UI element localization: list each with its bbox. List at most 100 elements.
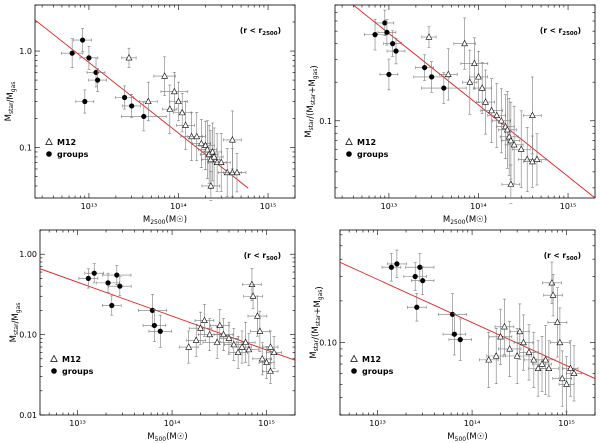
y-tick-label: 0.10 <box>19 331 37 340</box>
m12-point <box>475 73 482 80</box>
legend-circle-icon <box>51 368 57 374</box>
groups-point <box>414 304 420 310</box>
m12-point <box>507 136 515 144</box>
y-axis-label: Mstar/Mgas <box>9 303 22 343</box>
radius-annotation: (r < r500) <box>544 251 581 262</box>
m12-point <box>144 97 152 105</box>
m12-point <box>517 145 525 152</box>
groups-point <box>157 328 163 334</box>
m12-point <box>217 158 225 166</box>
m12-point <box>530 356 538 363</box>
m12-point <box>506 345 514 352</box>
groups-point <box>394 261 400 267</box>
m12-point <box>533 155 541 162</box>
x-tick-label: 10¹⁵ <box>260 202 277 211</box>
groups-point <box>386 71 392 78</box>
m12-point <box>249 292 257 299</box>
groups-point <box>117 283 123 289</box>
m12-point <box>213 158 221 166</box>
axis-label: M500(M☉) <box>447 432 487 443</box>
m12-point <box>263 358 270 366</box>
m12-point <box>258 354 266 362</box>
m12-point <box>207 182 215 189</box>
groups-point <box>85 275 91 282</box>
x-tick-label: 10¹⁴ <box>464 419 481 428</box>
x-tick-label: 10¹³ <box>81 202 98 211</box>
fit-line <box>340 261 595 379</box>
groups-point <box>372 32 378 38</box>
m12-point <box>206 330 214 338</box>
y-tick-label: 0.01 <box>19 411 37 420</box>
m12-point <box>192 336 200 343</box>
x-tick-label: 10¹⁴ <box>164 419 181 428</box>
m12-point <box>554 318 561 325</box>
legend-label: groups <box>57 150 89 159</box>
m12-point <box>493 111 501 119</box>
m12-point <box>478 84 486 91</box>
axis-label: M2500(M☉) <box>443 215 487 226</box>
m12-point <box>549 291 557 298</box>
radius-annotation: (r < r2500) <box>540 26 581 37</box>
y-tick-label: 0.10 <box>319 339 337 348</box>
m12-point <box>210 153 218 160</box>
groups-point <box>151 322 158 329</box>
m12-point <box>542 356 549 363</box>
y-tick-label: 0.1 <box>319 117 332 126</box>
axis-label: M2500(M☉) <box>143 215 187 226</box>
m12-point <box>461 39 468 47</box>
legend-circle-icon <box>346 151 352 157</box>
m12-point <box>229 136 236 143</box>
m12-point <box>513 352 521 359</box>
y-axis-label: Mstar/(Mstar+Mgas) <box>309 286 325 359</box>
m12-point <box>245 345 253 353</box>
x-tick-label: 10¹⁵ <box>560 202 577 211</box>
groups-point <box>449 311 456 317</box>
x-tick-label: 10¹⁵ <box>558 419 575 428</box>
groups-point <box>429 74 435 80</box>
groups-point <box>129 103 135 109</box>
m12-point <box>492 352 500 359</box>
axis-label: M500(M☉) <box>147 432 187 443</box>
m12-point <box>267 367 274 374</box>
m12-point <box>270 348 278 355</box>
groups-point <box>388 264 395 270</box>
groups-point <box>451 331 458 337</box>
m12-point <box>254 312 261 319</box>
chart-panel-top-left: 10¹³ 10¹⁴ 10¹⁵ 0.1 1.0 (r < r2500) M12 groups M2… <box>4 4 296 226</box>
groups-point <box>121 94 128 101</box>
m12-point <box>545 364 553 372</box>
m12-point <box>161 72 168 79</box>
chart-panel-top-right: 10¹³ 10¹⁴ 10¹⁵ 0.1 (r < r2500) M12 groups M2500… <box>304 4 596 226</box>
y-axis-label: Mstar/Mgas <box>4 82 17 122</box>
m12-point <box>166 105 174 112</box>
m12-point <box>520 338 527 346</box>
legend-label: M12 <box>357 138 376 147</box>
legend-label: M12 <box>57 138 76 147</box>
m12-point <box>242 338 249 345</box>
m12-point <box>556 338 564 346</box>
m12-point <box>444 70 452 77</box>
m12-point <box>171 87 178 95</box>
groups-point <box>421 64 428 71</box>
m12-point <box>197 139 205 147</box>
groups-point <box>390 41 396 47</box>
m12-point <box>202 141 209 149</box>
m12-point <box>256 327 264 334</box>
x-tick-label: 10¹⁴ <box>170 202 187 211</box>
legend-triangle-icon <box>345 137 353 145</box>
m12-point <box>234 348 242 355</box>
m12-point <box>197 324 204 331</box>
m12-point <box>267 343 274 350</box>
m12-point <box>538 360 546 367</box>
legend-label: M12 <box>62 355 81 364</box>
groups-point <box>109 302 115 309</box>
chart-panel-bottom-left: 10¹³ 10¹⁴ 10¹⁵ 0.01 0.10 1.00 (r < r500) M12 gro… <box>9 229 296 443</box>
m12-point <box>193 132 201 140</box>
x-tick-label: 10¹³ <box>381 202 398 211</box>
m12-point <box>548 279 556 286</box>
groups-point <box>82 98 88 105</box>
radius-annotation: (r < r2500) <box>240 26 281 37</box>
groups-point <box>417 264 423 270</box>
m12-point <box>497 116 505 124</box>
m12-point <box>570 369 578 376</box>
